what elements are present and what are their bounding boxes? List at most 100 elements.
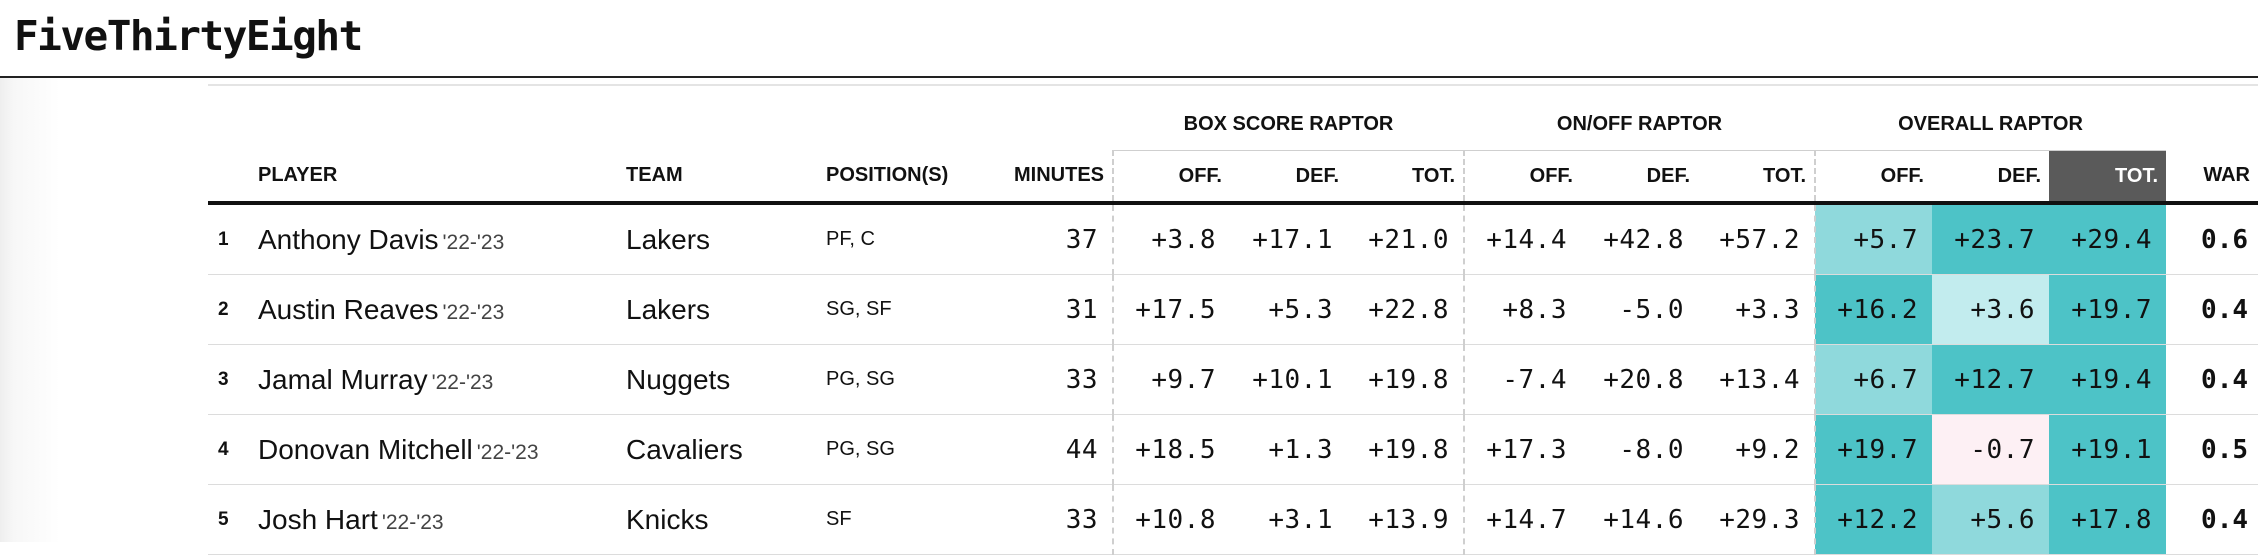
onoff-def-cell: +14.6 — [1581, 484, 1698, 555]
war-cell: 0.5 — [2166, 414, 2258, 485]
table-row[interactable]: 5 Josh Hart '22-'23 Knicks SF 33 +10.8 +3… — [208, 484, 2258, 555]
player-season: '22-'23 — [381, 510, 444, 534]
war-cell: 0.4 — [2166, 274, 2258, 345]
overall-off-cell: +16.2 — [1814, 274, 1932, 345]
onoff-tot-cell: +29.3 — [1698, 484, 1815, 555]
raptor-table: BOX SCORE RAPTOR ON/OFF RAPTOR OVERALL R… — [208, 84, 2258, 555]
table-header: BOX SCORE RAPTOR ON/OFF RAPTOR OVERALL R… — [208, 84, 2258, 205]
onoff-def-cell: +42.8 — [1581, 203, 1698, 275]
overall-def-cell: -0.7 — [1932, 414, 2049, 485]
overall-tot-cell: +29.4 — [2049, 203, 2167, 275]
table-row[interactable]: 3 Jamal Murray '22-'23 Nuggets PG, SG 33 … — [208, 344, 2258, 415]
rank-cell: 4 — [208, 414, 250, 485]
player-cell: Anthony Davis '22-'23 — [250, 203, 618, 275]
table-row[interactable]: 4 Donovan Mitchell '22-'23 Cavaliers PG, … — [208, 414, 2258, 485]
col-header-player[interactable]: PLAYER — [250, 150, 618, 205]
onoff-def-cell: -8.0 — [1581, 414, 1698, 485]
player-cell: Josh Hart '22-'23 — [250, 484, 618, 555]
col-header-overall-off[interactable]: OFF. — [1814, 150, 1932, 205]
rank-cell: 2 — [208, 274, 250, 345]
overall-tot-cell: +19.7 — [2049, 274, 2167, 345]
rank-cell: 3 — [208, 344, 250, 415]
col-header-box-off[interactable]: OFF. — [1112, 150, 1230, 205]
box-off-cell: +17.5 — [1112, 274, 1230, 345]
overall-tot-cell: +19.4 — [2049, 344, 2167, 415]
onoff-def-cell: +20.8 — [1581, 344, 1698, 415]
team-cell: Nuggets — [618, 344, 818, 415]
col-header-overall-tot-sorted[interactable]: TOT. — [2049, 150, 2167, 205]
overall-off-cell: +12.2 — [1814, 484, 1932, 555]
col-header-onoff-off[interactable]: OFF. — [1463, 150, 1581, 205]
group-header-box-score: BOX SCORE RAPTOR — [1113, 84, 1464, 151]
player-name[interactable]: Josh Hart — [258, 503, 378, 535]
box-tot-cell: +19.8 — [1347, 344, 1464, 415]
col-header-onoff-def[interactable]: DEF. — [1581, 150, 1698, 205]
position-cell: SF — [818, 484, 983, 555]
team-cell: Knicks — [618, 484, 818, 555]
onoff-def-cell: -5.0 — [1581, 274, 1698, 345]
overall-tot-cell: +19.1 — [2049, 414, 2167, 485]
group-header-row: BOX SCORE RAPTOR ON/OFF RAPTOR OVERALL R… — [208, 84, 2258, 151]
overall-def-cell: +23.7 — [1932, 203, 2049, 275]
player-season: '22-'23 — [431, 370, 494, 394]
player-name[interactable]: Austin Reaves — [258, 293, 439, 325]
box-tot-cell: +19.8 — [1347, 414, 1464, 485]
box-def-cell: +17.1 — [1230, 203, 1347, 275]
box-def-cell: +3.1 — [1230, 484, 1347, 555]
site-header: FiveThirtyEight — [0, 0, 2258, 78]
minutes-cell: 37 — [983, 203, 1113, 275]
onoff-tot-cell: +3.3 — [1698, 274, 1815, 345]
overall-def-cell: +5.6 — [1932, 484, 2049, 555]
rank-cell: 5 — [208, 484, 250, 555]
onoff-off-cell: +14.4 — [1463, 203, 1581, 275]
site-logo[interactable]: FiveThirtyEight — [14, 12, 363, 60]
group-header-spacer-war — [2166, 84, 2258, 151]
overall-def-cell: +12.7 — [1932, 344, 2049, 415]
position-cell: PG, SG — [818, 344, 983, 415]
table-row[interactable]: 1 Anthony Davis '22-'23 Lakers PF, C 37 +… — [208, 203, 2258, 275]
onoff-off-cell: +14.7 — [1463, 484, 1581, 555]
box-off-cell: +9.7 — [1112, 344, 1230, 415]
group-header-overall: OVERALL RAPTOR — [1815, 84, 2167, 151]
table-row[interactable]: 2 Austin Reaves '22-'23 Lakers SG, SF 31 … — [208, 274, 2258, 345]
box-off-cell: +18.5 — [1112, 414, 1230, 485]
col-header-position[interactable]: POSITION(S) — [818, 150, 983, 205]
war-cell: 0.6 — [2166, 203, 2258, 275]
team-cell: Lakers — [618, 203, 818, 275]
box-off-cell: +10.8 — [1112, 484, 1230, 555]
player-cell: Jamal Murray '22-'23 — [250, 344, 618, 415]
overall-off-cell: +19.7 — [1814, 414, 1932, 485]
player-name[interactable]: Anthony Davis — [258, 223, 439, 255]
box-def-cell: +1.3 — [1230, 414, 1347, 485]
player-season: '22-'23 — [442, 230, 505, 254]
box-def-cell: +10.1 — [1230, 344, 1347, 415]
minutes-cell: 33 — [983, 484, 1113, 555]
group-header-spacer — [208, 84, 1113, 151]
player-name[interactable]: Jamal Murray — [258, 363, 428, 395]
col-header-overall-def[interactable]: DEF. — [1932, 150, 2049, 205]
page-side-shade — [0, 77, 210, 542]
col-header-box-tot[interactable]: TOT. — [1347, 150, 1464, 205]
minutes-cell: 44 — [983, 414, 1113, 485]
box-tot-cell: +13.9 — [1347, 484, 1464, 555]
onoff-tot-cell: +9.2 — [1698, 414, 1815, 485]
col-header-team[interactable]: TEAM — [618, 150, 818, 205]
col-header-rank — [208, 150, 250, 205]
col-header-minutes[interactable]: MINUTES — [983, 150, 1113, 205]
overall-tot-cell: +17.8 — [2049, 484, 2167, 555]
col-header-onoff-tot[interactable]: TOT. — [1698, 150, 1815, 205]
box-tot-cell: +21.0 — [1347, 203, 1464, 275]
column-header-row: PLAYER TEAM POSITION(S) MINUTES OFF. DEF… — [208, 150, 2258, 205]
minutes-cell: 31 — [983, 274, 1113, 345]
col-header-box-def[interactable]: DEF. — [1230, 150, 1347, 205]
minutes-cell: 33 — [983, 344, 1113, 415]
player-name[interactable]: Donovan Mitchell — [258, 433, 473, 465]
col-header-war[interactable]: WAR — [2166, 150, 2258, 205]
onoff-tot-cell: +57.2 — [1698, 203, 1815, 275]
raptor-table-container: BOX SCORE RAPTOR ON/OFF RAPTOR OVERALL R… — [208, 84, 2258, 555]
war-cell: 0.4 — [2166, 484, 2258, 555]
player-cell: Donovan Mitchell '22-'23 — [250, 414, 618, 485]
onoff-tot-cell: +13.4 — [1698, 344, 1815, 415]
overall-off-cell: +5.7 — [1814, 203, 1932, 275]
onoff-off-cell: +17.3 — [1463, 414, 1581, 485]
